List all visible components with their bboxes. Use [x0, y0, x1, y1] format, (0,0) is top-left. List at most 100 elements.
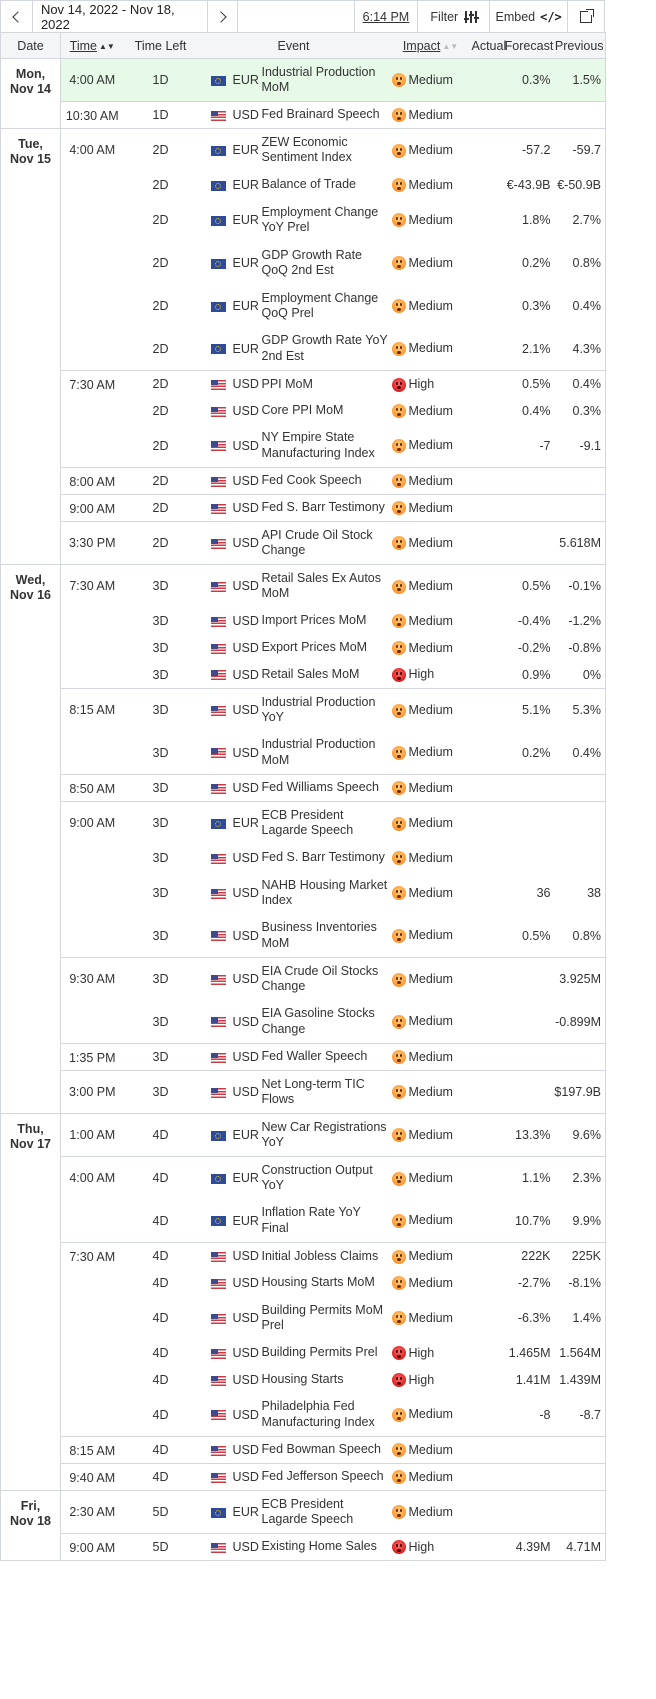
table-row[interactable]: Tue, Nov 15 4:00 AM 2D EUR ZEW Economic Senti…	[0, 128, 606, 565]
table-row[interactable]: 8:50 AM 3D USD Fed Williams Speech Medium	[1, 774, 606, 802]
event-name[interactable]: Balance of Trade	[261, 177, 357, 192]
open-external-button[interactable]	[568, 1, 604, 32]
eu-flag-icon	[210, 75, 226, 86]
table-row[interactable]: Thu, Nov 17 1:00 AM 4D EUR New Car Registrati…	[0, 1113, 606, 1491]
event-name[interactable]: Existing Home Sales	[257, 1533, 390, 1561]
next-week-button[interactable]	[208, 1, 238, 32]
event-name[interactable]: Fed Jefferson Speech	[257, 1463, 390, 1491]
table-row[interactable]: 3D USD Fed S. Barr Testimony Medium	[1, 844, 606, 872]
event-name[interactable]: Fed S. Barr Testimony	[257, 494, 390, 522]
event-name[interactable]: Housing Starts	[261, 1372, 344, 1387]
event-name[interactable]: Housing Starts MoM	[261, 1275, 375, 1290]
table-row[interactable]: 4D USD Housing Starts High 1.41M 1.439M	[1, 1366, 606, 1394]
table-row[interactable]: 2D EUR GDP Growth Rate QoQ 2nd Est Medium 0.…	[1, 241, 606, 285]
event-name[interactable]: EIA Gasoline Stocks Change	[261, 1006, 375, 1036]
table-row[interactable]: 3D USD Retail Sales MoM High 0.9% 0%	[1, 661, 606, 689]
table-row[interactable]: 9:40 AM 4D USD Fed Jefferson Speech Medium	[1, 1463, 606, 1491]
event-name[interactable]: Building Permits Prel	[261, 1345, 378, 1360]
timezone-time-link[interactable]: 6:14 PM	[355, 1, 419, 32]
event-name[interactable]: GDP Growth Rate QoQ 2nd Est	[261, 247, 363, 278]
event-name[interactable]: Philadelphia Fed Manufacturing Index	[261, 1399, 375, 1429]
table-row[interactable]: 3D USD Industrial Production MoM Medium 0.2%…	[1, 731, 606, 775]
table-row[interactable]: 4D EUR Inflation Rate YoY Final Medium 10.7%…	[1, 1199, 606, 1243]
table-row[interactable]: 4D USD Building Permits MoM Prel Medium -6.3…	[1, 1296, 606, 1340]
table-row[interactable]: 8:15 AM 4D USD Fed Bowman Speech Medium	[1, 1436, 606, 1464]
table-row[interactable]: 9:00 AM 2D USD Fed S. Barr Testimony Medium	[1, 494, 606, 522]
event-name[interactable]: Construction Output YoY	[257, 1156, 390, 1200]
table-row[interactable]: 1:35 PM 3D USD Fed Waller Speech Medium	[1, 1043, 606, 1071]
event-name[interactable]: EIA Crude Oil Stocks Change	[257, 957, 390, 1001]
table-row[interactable]: 4D USD Philadelphia Fed Manufacturing Inde…	[1, 1393, 606, 1437]
event-name[interactable]: ECB President Lagarde Speech	[257, 1490, 390, 1534]
event-name[interactable]: Retail Sales Ex Autos MoM	[257, 564, 390, 608]
event-name[interactable]: New Car Registrations YoY	[257, 1113, 390, 1157]
event-name[interactable]: Core PPI MoM	[261, 403, 344, 418]
table-row[interactable]: 3D USD Business Inventories MoM Medium 0.5% 0…	[1, 914, 606, 958]
table-row[interactable]: Wed, Nov 16 7:30 AM 3D USD Retail Sales Ex Au…	[0, 564, 606, 1114]
table-row[interactable]: 3D USD Import Prices MoM Medium -0.4% -1.2%	[1, 607, 606, 635]
event-name[interactable]: Building Permits MoM Prel	[261, 1302, 384, 1333]
impact-cell: Medium	[390, 872, 472, 915]
table-row[interactable]: 2D EUR GDP Growth Rate YoY 2nd Est Medium 2.…	[1, 327, 606, 371]
col-header-time[interactable]: Time ▲▼	[60, 32, 124, 59]
event-name[interactable]: Inflation Rate YoY Final	[261, 1205, 361, 1235]
table-row[interactable]: 7:30 AM 4D USD Initial Jobless Claims Medium…	[1, 1242, 606, 1437]
date-range-selector[interactable]: Nov 14, 2022 - Nov 18, 2022	[33, 1, 208, 32]
col-header-impact[interactable]: Impact ▲▼	[389, 32, 472, 59]
event-name[interactable]: Retail Sales MoM	[261, 667, 360, 681]
event-name[interactable]: Initial Jobless Claims	[257, 1242, 390, 1270]
event-name[interactable]: Fed Brainard Speech	[257, 101, 390, 129]
event-name[interactable]: Fed Williams Speech	[257, 774, 390, 802]
table-row[interactable]: 3D USD EIA Gasoline Stocks Change Medium -0.…	[1, 1000, 606, 1044]
table-row[interactable]: 4:00 AM 4D EUR Construction Output YoY Mediu…	[1, 1156, 606, 1243]
table-row[interactable]: 3:00 PM 3D USD Net Long-term TIC Flows Mediu…	[1, 1070, 606, 1114]
event-name[interactable]: NAHB Housing Market Index	[261, 877, 388, 908]
table-row[interactable]: 4D USD Building Permits Prel High 1.465M 1.56…	[1, 1339, 606, 1367]
event-name[interactable]: GDP Growth Rate YoY 2nd Est	[261, 333, 388, 363]
table-row[interactable]: 4D USD Housing Starts MoM Medium -2.7% -8.1%	[1, 1269, 606, 1297]
impact-label: Medium	[408, 298, 453, 313]
table-row[interactable]: 2D EUR Employment Change QoQ Prel Medium 0.3…	[1, 284, 606, 328]
event-name[interactable]: Fed Bowman Speech	[257, 1436, 390, 1464]
table-row[interactable]: Fri, Nov 18 2:30 AM 5D EUR ECB President Laga…	[0, 1490, 606, 1561]
us-flag-icon	[210, 1087, 226, 1098]
table-row[interactable]: 8:00 AM 2D USD Fed Cook Speech Medium	[1, 467, 606, 495]
table-row[interactable]: 3D USD Export Prices MoM Medium -0.2% -0.8%	[1, 634, 606, 662]
table-row[interactable]: 9:00 AM 5D USD Existing Home Sales High 4.39M…	[1, 1533, 606, 1561]
event-name[interactable]: Fed Cook Speech	[257, 467, 390, 495]
table-row[interactable]: 10:30 AM 1D USD Fed Brainard Speech Medium	[1, 101, 606, 129]
table-row[interactable]: 9:30 AM 3D USD EIA Crude Oil Stocks Change M…	[1, 957, 606, 1044]
event-name[interactable]: ECB President Lagarde Speech	[257, 801, 390, 845]
event-name[interactable]: Employment Change YoY Prel	[261, 204, 379, 235]
actual-cell	[471, 494, 505, 522]
table-row[interactable]: 2D EUR Balance of Trade Medium €-43.9B €-50.9…	[1, 171, 606, 199]
event-name[interactable]: Net Long-term TIC Flows	[257, 1070, 390, 1114]
flag-cell	[198, 845, 228, 872]
embed-button[interactable]: Embed </>	[490, 1, 569, 32]
table-row[interactable]: 2D USD NY Empire State Manufacturing Index…	[1, 424, 606, 468]
event-name[interactable]: ZEW Economic Sentiment Index	[257, 128, 390, 172]
table-row[interactable]: 8:15 AM 3D USD Industrial Production YoY Med…	[1, 688, 606, 775]
event-name[interactable]: Export Prices MoM	[261, 640, 368, 655]
event-name[interactable]: Fed S. Barr Testimony	[261, 850, 385, 865]
previous-week-button[interactable]	[1, 1, 33, 32]
table-row[interactable]: 2D USD Core PPI MoM Medium 0.4% 0.3%	[1, 397, 606, 425]
event-name[interactable]: Business Inventories MoM	[261, 920, 377, 950]
table-row[interactable]: Mon, Nov 14 4:00 AM 1D EUR Industrial Product…	[0, 58, 606, 129]
event-name[interactable]: PPI MoM	[257, 370, 390, 398]
table-row[interactable]: 3:30 PM 2D USD API Crude Oil Stock Change Me…	[1, 521, 606, 565]
filter-button[interactable]: Filter	[418, 1, 491, 32]
currency-cell: USD	[232, 886, 259, 900]
event-name[interactable]: Industrial Production MoM	[261, 737, 376, 767]
event-name[interactable]: Employment Change QoQ Prel	[261, 290, 379, 321]
event-name[interactable]: NY Empire State Manufacturing Index	[261, 430, 375, 460]
event-name[interactable]: API Crude Oil Stock Change	[257, 521, 390, 565]
table-row[interactable]: 2D EUR Employment Change YoY Prel Medium 1.8…	[1, 198, 606, 242]
event-name[interactable]: Import Prices MoM	[261, 613, 367, 628]
table-row[interactable]: 7:30 AM 2D USD PPI MoM High 0.5% 0.4%	[1, 370, 606, 468]
table-row[interactable]: 9:00 AM 3D EUR ECB President Lagarde Speech…	[1, 801, 606, 958]
event-name[interactable]: Industrial Production YoY	[257, 688, 390, 732]
table-row[interactable]: 3D USD NAHB Housing Market Index Medium 36 38	[1, 871, 606, 915]
event-name[interactable]: Fed Waller Speech	[257, 1043, 390, 1071]
event-name[interactable]: Industrial Production MoM	[257, 58, 390, 102]
